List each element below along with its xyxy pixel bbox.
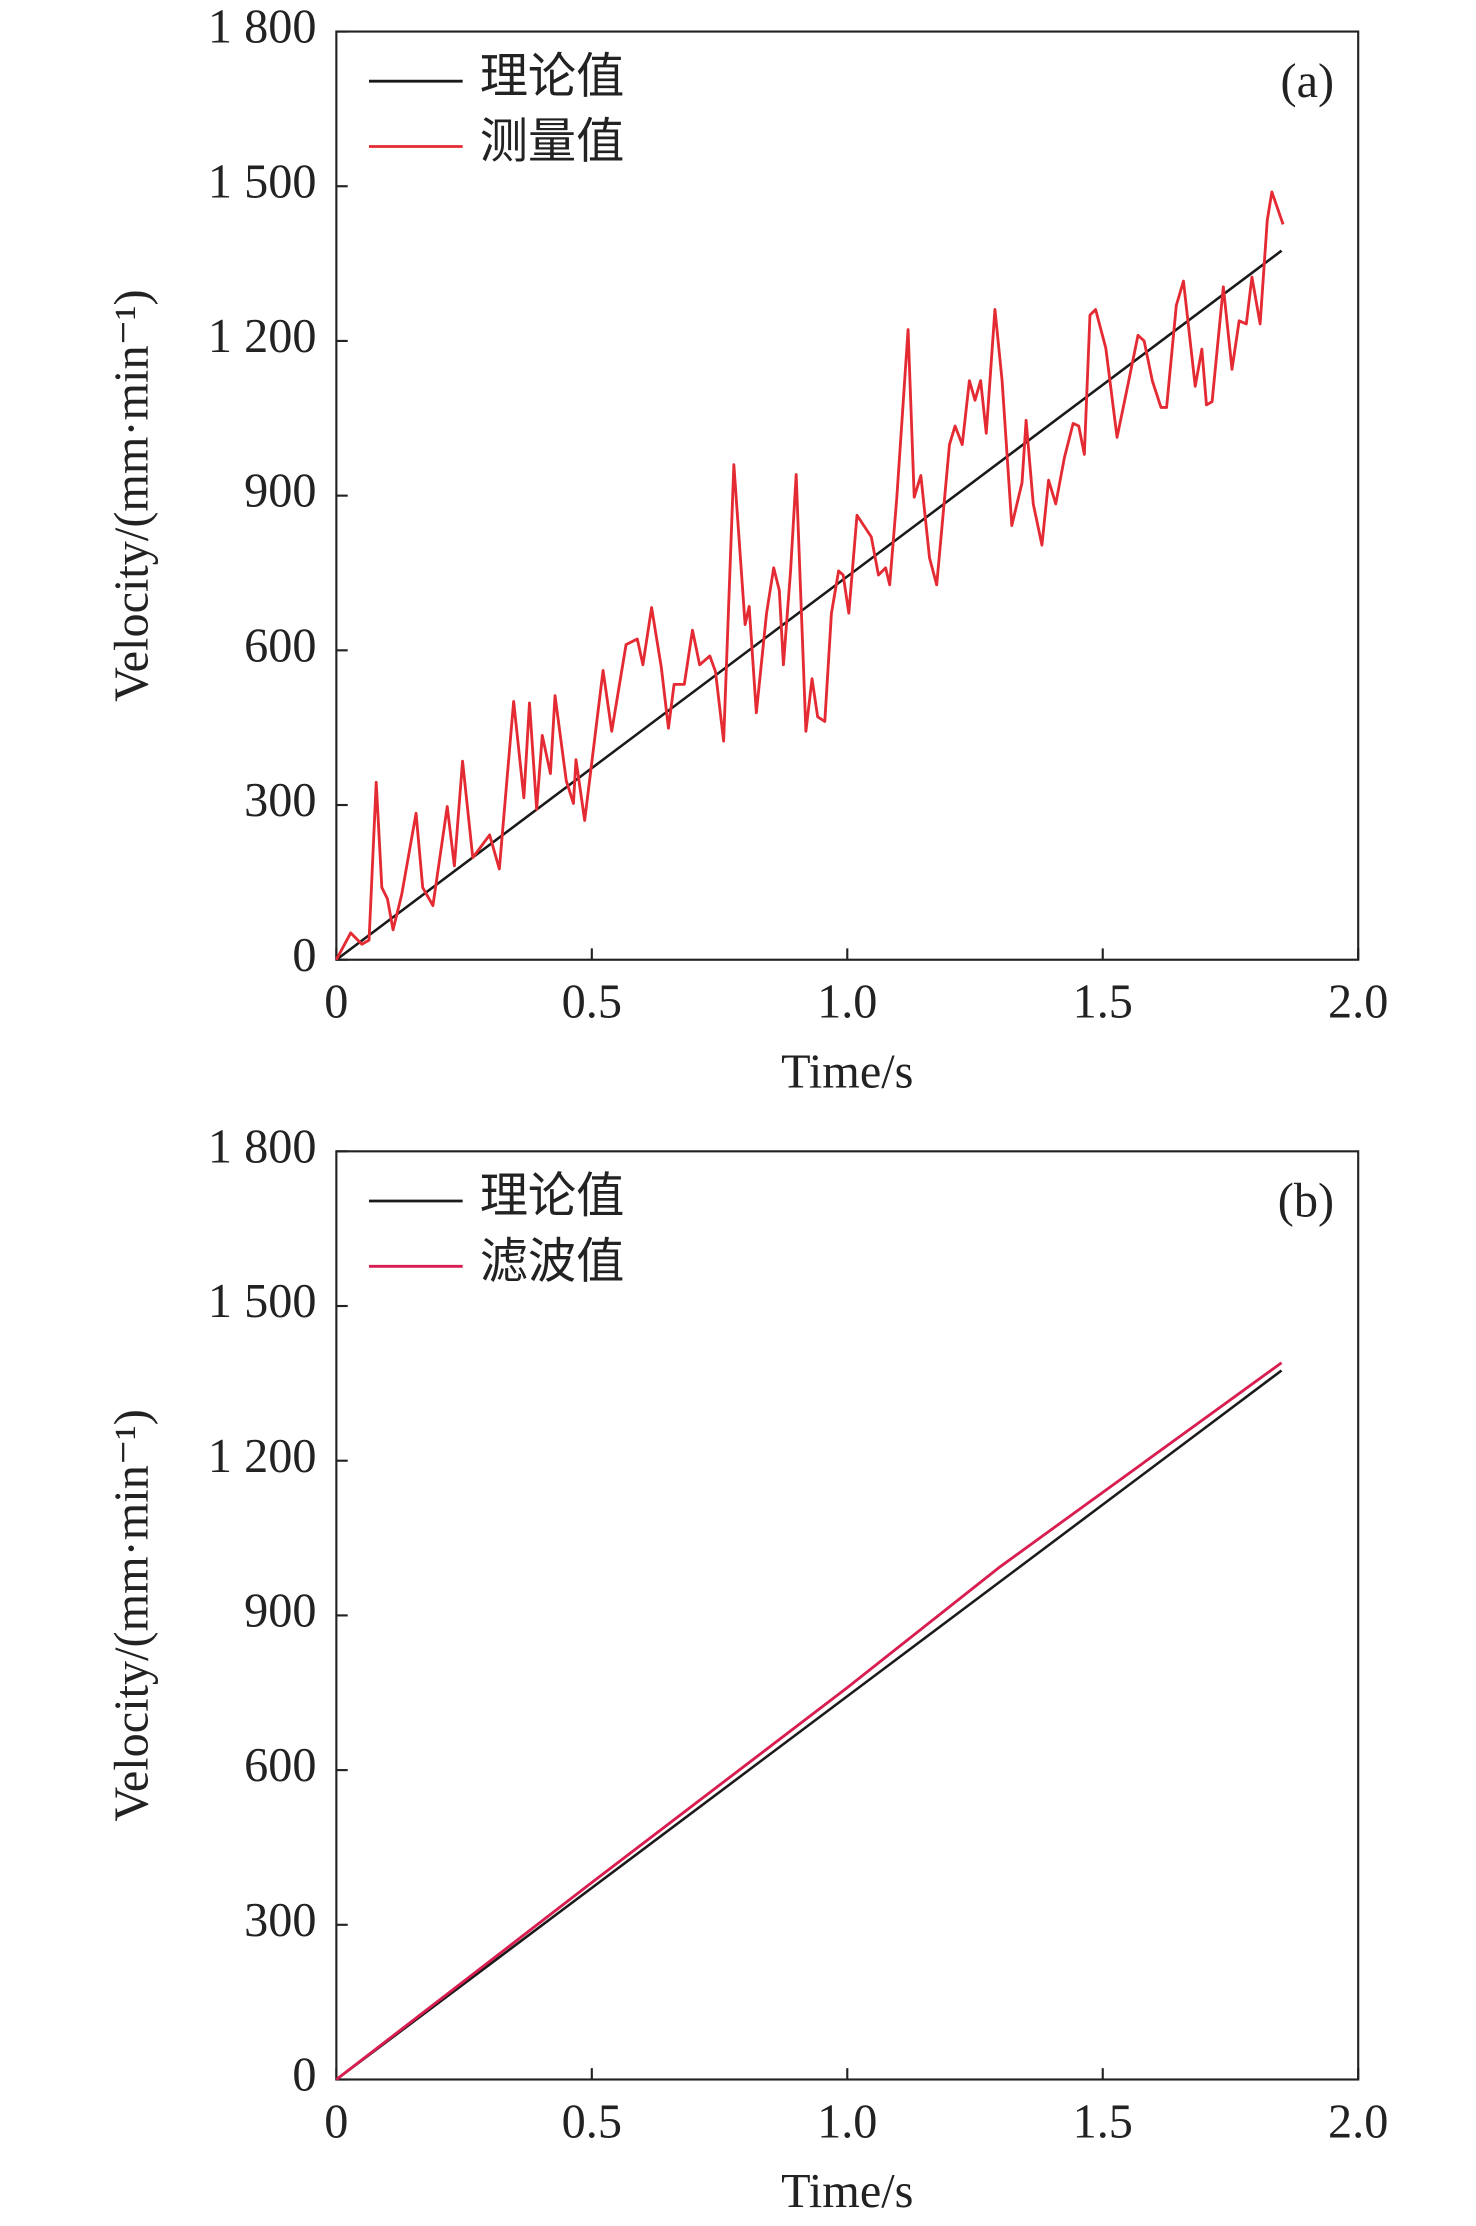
y-tick-label: 900 [244,1584,316,1637]
y-tick-label: 300 [244,774,316,827]
x-tick-label: 1.0 [817,976,877,1029]
x-tick-label: 0 [324,2095,348,2148]
legend-label: 测量值 [480,116,625,169]
y-tick-label: 1 200 [208,1430,317,1483]
y-tick-label: 1 200 [208,310,317,363]
x-tick-label: 0.5 [562,976,622,1029]
series-line [335,1369,1283,2081]
series-line [335,190,1285,961]
y-tick-label: 600 [244,619,316,672]
legend-label: 理论值 [480,50,625,103]
y-tick-label: 1 800 [208,1120,317,1173]
legend-label: 理论值 [480,1170,625,1223]
y-axis-label: Velocity/(mm·min⁻¹) [106,289,159,701]
x-axis-label: Time/s [781,2165,913,2218]
y-tick-label: 600 [244,1739,316,1792]
plot-frame [335,1150,1360,2081]
panel-label: (b) [1278,1175,1334,1228]
series-line [335,1361,1283,2081]
y-tick-label: 0 [292,2049,316,2102]
y-tick-label: 0 [292,929,316,982]
x-tick-label: 2.0 [1328,976,1388,1029]
x-tick-label: 1.0 [817,2095,877,2148]
x-tick-label: 0 [324,976,348,1029]
x-tick-label: 2.0 [1328,2095,1388,2148]
x-tick-label: 0.5 [562,2095,622,2148]
series-line [335,249,1283,961]
x-tick-label: 1.5 [1073,2095,1133,2148]
x-axis-label: Time/s [781,1045,913,1098]
y-tick-label: 1 500 [208,1275,317,1328]
plot-frame [335,30,1360,961]
legend-label: 滤波值 [480,1235,625,1288]
y-tick-label: 300 [244,1894,316,1947]
panel-label: (a) [1281,55,1335,108]
y-tick-label: 1 800 [208,1,317,54]
y-axis-label: Velocity/(mm·min⁻¹) [106,1409,159,1821]
x-tick-label: 1.5 [1073,976,1133,1029]
y-tick-label: 1 500 [208,155,317,208]
y-tick-label: 900 [244,465,316,518]
